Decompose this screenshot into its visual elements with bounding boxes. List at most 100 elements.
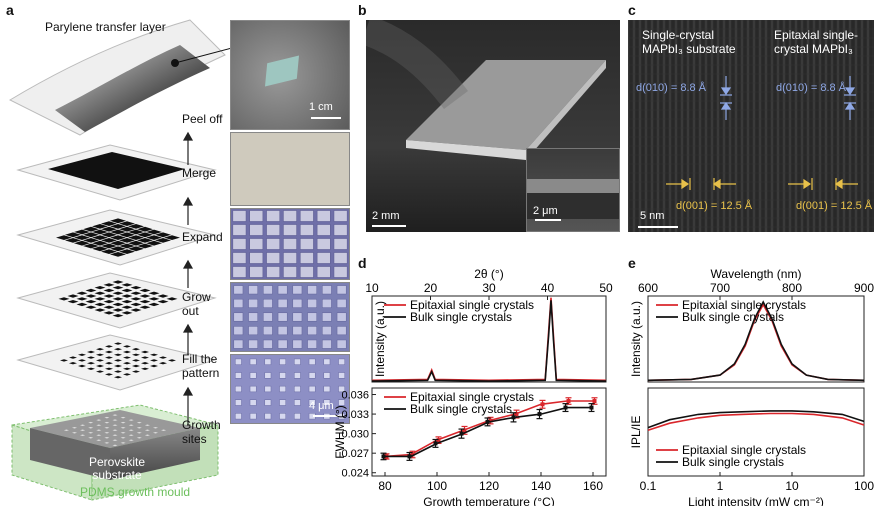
photo-square (249, 358, 257, 365)
photo-square (300, 210, 314, 222)
island (76, 302, 88, 307)
island (63, 429, 69, 431)
island (144, 434, 150, 437)
island (136, 437, 142, 439)
island (148, 291, 160, 295)
legend-label: Bulk single crystals (682, 455, 784, 469)
island (121, 311, 133, 315)
photo-square (232, 266, 247, 278)
island (128, 424, 134, 426)
photo-square (279, 399, 286, 406)
photo-square (235, 372, 242, 379)
island (137, 232, 153, 238)
x-tick-label: 10 (365, 281, 379, 295)
data-point (537, 412, 542, 417)
substrate-label: Perovskite substrate (88, 455, 146, 482)
scale-4um-label: 4 μm (309, 400, 334, 412)
y-axis-label: IPL/IE (629, 416, 643, 449)
peeled-crystal (55, 45, 210, 132)
island (132, 359, 140, 362)
island (80, 424, 86, 426)
photo-square (233, 326, 244, 336)
x-tick-label: 10 (785, 479, 799, 493)
island (96, 359, 104, 362)
photo-square (292, 339, 303, 349)
island (80, 434, 86, 437)
island (67, 300, 79, 304)
photo-square (277, 312, 288, 322)
island (146, 235, 162, 240)
island (128, 235, 144, 240)
island (94, 286, 106, 290)
scale-2um-label: 2 μm (533, 205, 558, 217)
island (94, 302, 106, 307)
photo-square (248, 339, 258, 349)
photo-square (322, 298, 332, 308)
substrate-top (30, 410, 200, 448)
island (146, 240, 162, 246)
photo-square (323, 358, 331, 365)
island (104, 442, 110, 444)
island (74, 240, 90, 246)
legend-label: Epitaxial single crystals (410, 390, 534, 404)
island (112, 424, 118, 426)
island (123, 373, 131, 376)
island (168, 359, 176, 362)
photo-square (249, 372, 257, 379)
island (103, 305, 115, 309)
island (78, 353, 86, 356)
photo-square (235, 413, 242, 420)
photo-expanded (230, 208, 350, 280)
x-tick-label: 20 (424, 281, 438, 295)
island (110, 240, 126, 246)
island (78, 359, 86, 362)
island (120, 426, 126, 429)
island (88, 426, 94, 429)
series-line (647, 410, 865, 429)
panel-label-b: b (358, 2, 367, 18)
island (137, 226, 153, 232)
island (104, 416, 110, 419)
scalebar-4um (313, 415, 339, 417)
island (119, 243, 135, 249)
island (104, 421, 110, 424)
island (96, 353, 104, 356)
photo-square (264, 385, 272, 393)
sem-image: 2 μm 2 mm (360, 15, 620, 232)
photo-square (322, 339, 332, 349)
x-tick-label: 30 (482, 281, 496, 295)
photo-square (307, 339, 317, 349)
photo-square (283, 224, 297, 236)
island (114, 342, 122, 345)
panel-label-a: a (6, 2, 14, 18)
island (83, 232, 99, 238)
photo-square (266, 252, 280, 264)
island (83, 226, 99, 232)
photo-square (264, 413, 272, 420)
step-peel-off: Peel off (182, 112, 223, 126)
island (121, 294, 133, 298)
island (136, 421, 142, 424)
mould-label: PDMS growth mould (80, 485, 191, 499)
photo-square (232, 252, 247, 264)
photo-square (232, 224, 247, 236)
island (112, 302, 124, 307)
photo-square (235, 385, 242, 393)
island (105, 373, 113, 376)
island (114, 353, 122, 356)
island (121, 283, 133, 287)
island (110, 224, 126, 229)
island (60, 359, 68, 362)
island (121, 305, 133, 309)
photo-square (316, 224, 331, 236)
photo-square (266, 238, 280, 250)
island (114, 348, 122, 351)
island (88, 437, 94, 439)
island (132, 348, 140, 351)
filled-pattern (60, 342, 176, 379)
island (128, 419, 134, 421)
panel-label-e: e (628, 255, 636, 271)
island (112, 444, 118, 447)
photo-square (322, 326, 332, 336)
x-tick-label: 1 (717, 479, 724, 493)
